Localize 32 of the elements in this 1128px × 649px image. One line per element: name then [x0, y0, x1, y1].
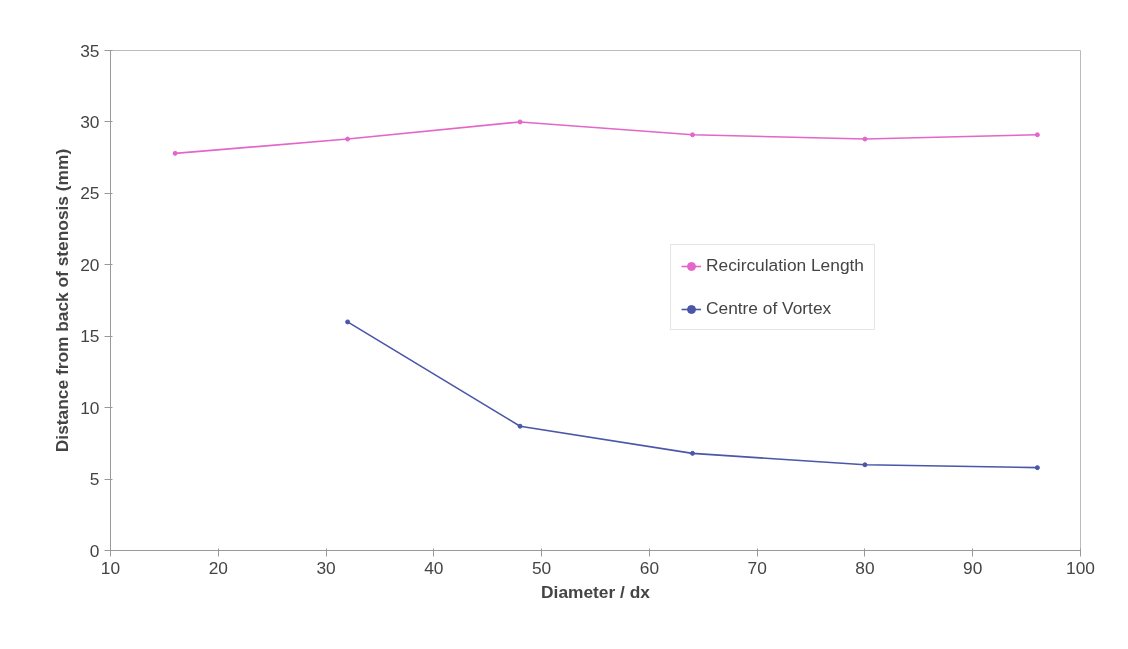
x-tick-label: 30	[316, 557, 336, 578]
legend-label: Recirculation Length	[706, 255, 864, 276]
point	[862, 462, 868, 468]
x-axis-title: Diameter / dx	[541, 581, 651, 602]
x-tick-label: 60	[639, 557, 660, 578]
point	[345, 319, 351, 325]
y-tick-label: 5	[89, 469, 100, 490]
point	[690, 132, 695, 138]
point	[862, 136, 868, 142]
point	[172, 150, 178, 156]
point	[1034, 132, 1040, 138]
x-tick-label: 100	[1066, 557, 1095, 578]
legend-label: Centre of Vortex	[706, 298, 832, 319]
point	[517, 423, 523, 429]
y-axis-title: Distance from back of stenosis (mm)	[52, 148, 73, 453]
point	[517, 119, 523, 125]
y-tick-label: 10	[80, 397, 100, 418]
y-tick-label: 25	[80, 183, 100, 204]
x-tick-label: 70	[747, 557, 767, 578]
x-tick-label: 90	[963, 557, 983, 578]
y-tick-label: 20	[80, 254, 100, 275]
point	[690, 450, 695, 456]
x-tick-label: 80	[855, 557, 875, 578]
y-tick-label: 0	[89, 540, 100, 561]
y-tick-label: 35	[80, 40, 100, 61]
x-tick-label: 20	[208, 557, 228, 578]
y-tick-label: 15	[80, 326, 100, 347]
point	[345, 136, 351, 142]
y-tick-label: 30	[80, 111, 100, 132]
point	[1034, 465, 1040, 471]
x-tick-label: 40	[424, 557, 444, 578]
x-tick-label: 50	[531, 557, 552, 578]
